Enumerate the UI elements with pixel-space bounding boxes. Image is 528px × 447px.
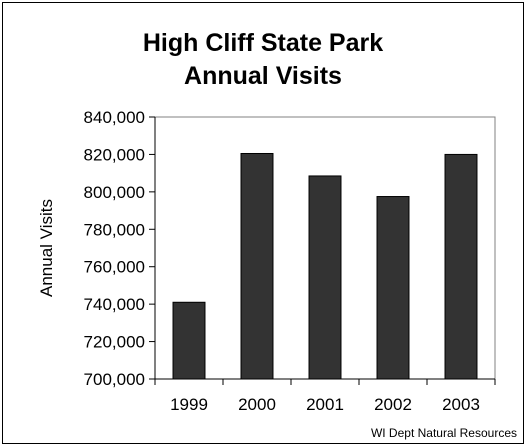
y-tick-label: 820,000 (84, 145, 145, 164)
chart-title: High Cliff State Park Annual Visits (3, 27, 523, 93)
y-tick-label: 740,000 (84, 295, 145, 314)
bar (444, 153, 478, 380)
x-tick-label: 2000 (238, 395, 276, 414)
source-note: WI Dept Natural Resources (370, 426, 517, 440)
y-tick-label: 720,000 (84, 333, 145, 352)
chart-title-line-1: High Cliff State Park (142, 29, 384, 57)
x-tick-label: 2001 (306, 395, 344, 414)
y-tick-label: 760,000 (84, 258, 145, 277)
y-tick-label: 700,000 (84, 370, 145, 389)
x-tick-label: 1999 (170, 395, 208, 414)
bar (172, 301, 206, 380)
y-tick-label: 840,000 (84, 108, 145, 127)
bar (376, 196, 410, 380)
bar (240, 152, 274, 380)
chart-title-line-2: Annual Visits (184, 62, 342, 90)
y-axis-label: Annual Visits (37, 199, 56, 297)
x-tick-label: 2002 (374, 395, 412, 414)
x-tick-label: 2003 (442, 395, 480, 414)
bar (308, 175, 342, 380)
y-tick-label: 800,000 (84, 183, 145, 202)
y-tick-label: 780,000 (84, 220, 145, 239)
